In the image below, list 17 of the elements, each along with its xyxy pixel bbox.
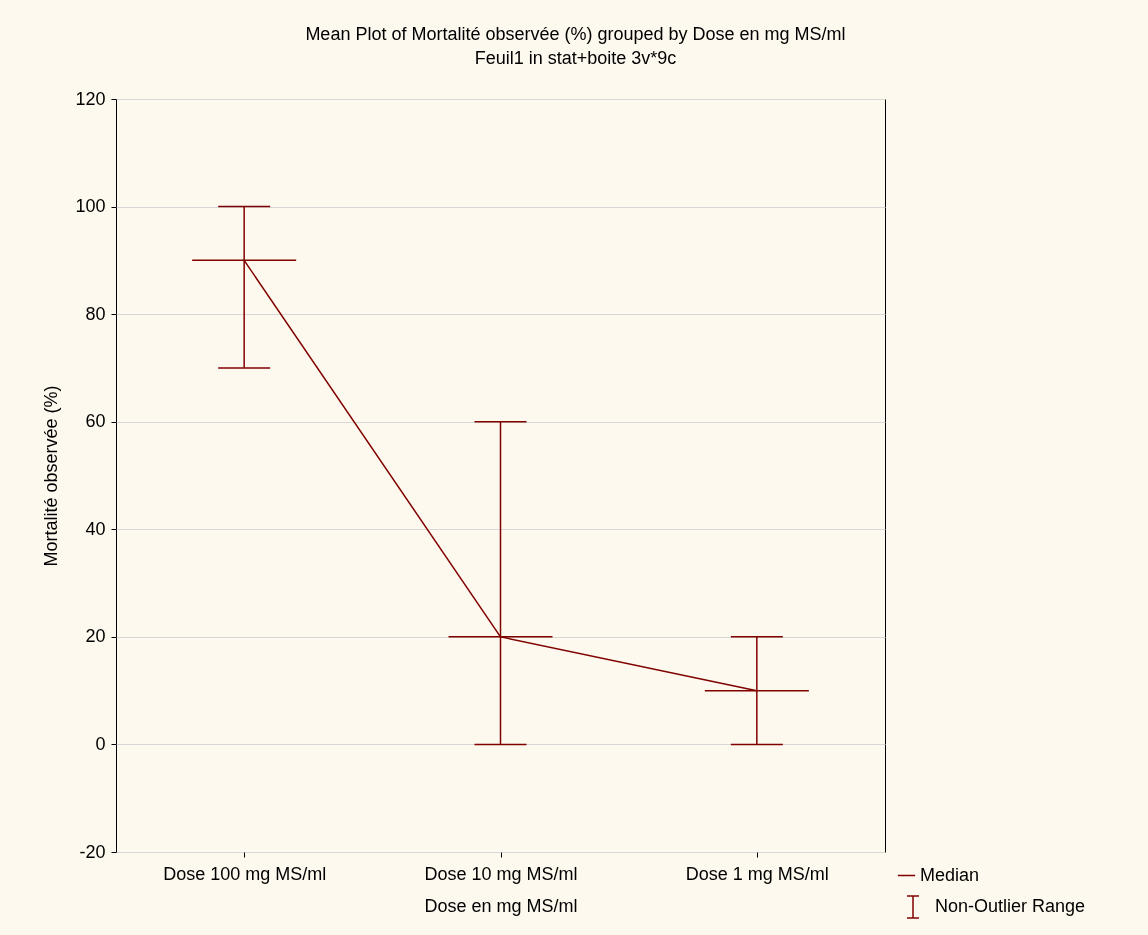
y-tick-label: 40: [85, 518, 106, 539]
text: Non-Outlier Range: [935, 896, 1086, 916]
y-tick-label: 120: [75, 88, 106, 109]
x-axis-title: Dose en mg MS/ml: [424, 895, 578, 916]
y-tick-label: 100: [75, 196, 106, 217]
y-tick-label: 0: [95, 733, 106, 754]
x-tick-label: Dose 100 mg MS/ml: [163, 863, 327, 884]
y-tick-label: 60: [85, 411, 106, 432]
chart-subtitle: Feuil1 in stat+boite 3v*9c: [474, 48, 677, 68]
y-tick-label: 20: [85, 626, 106, 647]
x-tick-label: Dose 1 mg MS/ml: [685, 863, 829, 884]
legend-label: Median: [920, 864, 980, 885]
chart-title: Mean Plot of Mortalité observée (%) grouped by Dose en mg MS/ml: [305, 24, 846, 44]
x-tick-label: Dose 10 mg MS/ml: [424, 863, 578, 884]
y-tick-label: 80: [85, 303, 106, 324]
y-tick-label: -20: [79, 841, 106, 862]
y-axis-title: Mortalité observée (%): [41, 385, 62, 567]
